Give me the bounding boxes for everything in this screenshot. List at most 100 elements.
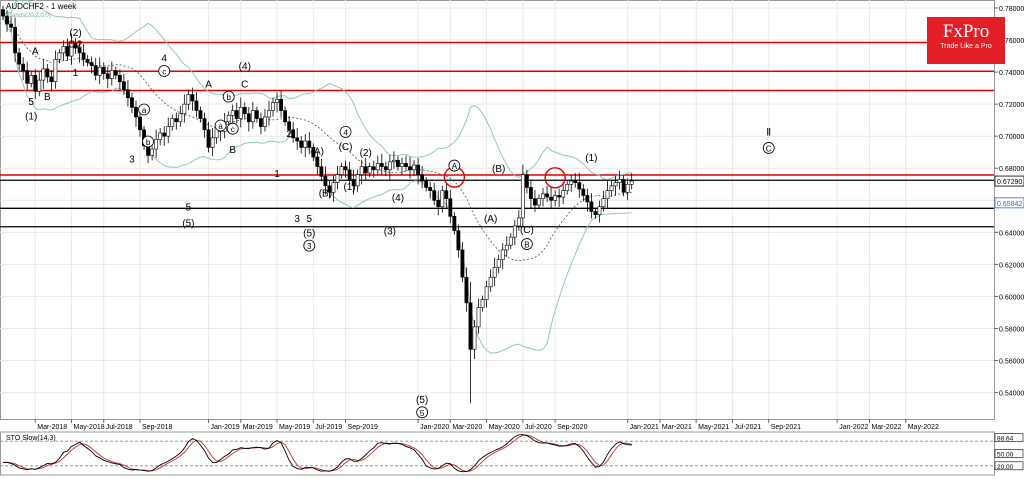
candle-body — [250, 110, 255, 123]
wave-label: (A) — [484, 214, 497, 225]
candle-body — [387, 161, 392, 171]
time-tick-label: Mar-2022 — [871, 424, 901, 431]
price-axis-bg — [995, 0, 1024, 479]
wave-label-circle — [448, 159, 461, 172]
candle-body — [549, 196, 553, 201]
candle-body — [242, 107, 247, 115]
wave-label: (A) — [311, 147, 324, 158]
candle-body — [367, 166, 372, 174]
candle-body — [73, 42, 78, 49]
logo-brand: FxPro — [942, 21, 990, 42]
wave-label: (B) — [319, 188, 332, 199]
candle-body — [420, 174, 425, 182]
wave-label: A — [32, 46, 39, 57]
candle-body — [472, 326, 477, 350]
time-tick-label: Sep-2021 — [771, 424, 801, 431]
candle-body — [53, 58, 58, 83]
candle-body — [162, 132, 167, 137]
candle-body — [49, 76, 54, 83]
stoch-frame — [0, 431, 995, 476]
time-tick-label: Jan-2022 — [839, 424, 868, 431]
candle-body — [504, 244, 509, 251]
candle-body — [182, 103, 187, 115]
wave-label: 5 — [420, 409, 425, 418]
bid-price-tag — [994, 197, 1024, 209]
candle-body — [263, 116, 267, 127]
time-tick-label: Jan-2019 — [211, 424, 240, 431]
candle-body — [565, 183, 570, 191]
candle-body — [101, 66, 106, 75]
time-tick-label: Mar-2018 — [37, 424, 67, 431]
time-tick-label: Sep-2020 — [557, 424, 587, 431]
wave-label: b — [146, 138, 151, 147]
candle-body — [93, 65, 98, 76]
candle-body — [500, 249, 505, 260]
wave-label: 4 — [343, 128, 348, 137]
candle-body — [629, 180, 634, 185]
candle-body — [537, 198, 541, 206]
candle-body — [267, 110, 271, 118]
candle-body — [134, 107, 138, 118]
candle-body — [85, 58, 90, 63]
candle-body — [279, 99, 283, 111]
price-tick-label: 0.68000 — [999, 166, 1024, 173]
candle-body — [573, 180, 578, 183]
candle-body — [150, 148, 155, 156]
candle-body — [375, 163, 380, 171]
price-tick-label: 0.58000 — [999, 326, 1024, 333]
candle-body — [448, 198, 453, 217]
candle-body — [339, 166, 344, 175]
wave-label: B — [229, 145, 236, 156]
candle-body — [234, 110, 239, 119]
wave-label: (3) — [384, 227, 396, 238]
candle-body — [452, 216, 457, 232]
wave-label: 1 — [73, 68, 79, 79]
candle-body — [202, 118, 207, 131]
time-tick-label: Sep-2018 — [142, 424, 172, 431]
candle-body — [488, 276, 493, 288]
candle-body — [464, 276, 469, 304]
candle-body — [206, 129, 211, 148]
candle-body — [440, 190, 445, 207]
candle-body — [545, 193, 549, 198]
candle-body — [1, 9, 5, 17]
candle-body — [271, 102, 275, 111]
wave-label: B — [524, 241, 529, 250]
candle-body — [226, 115, 231, 123]
candle-body — [520, 174, 525, 219]
wave-label: (5) — [303, 228, 315, 239]
price-tick-label: 0.78000 — [999, 6, 1024, 13]
stoch-level-label-box — [994, 461, 1024, 471]
candle-body — [246, 113, 251, 123]
candle-body — [557, 195, 562, 198]
wave-label-circle — [416, 406, 429, 419]
time-tick-label: Jul-2019 — [315, 424, 342, 431]
time-tick-label: Jul-2020 — [525, 424, 552, 431]
candle-body — [170, 118, 175, 127]
wave-label: (B) — [492, 164, 505, 175]
price-tick-label: 0.76000 — [999, 38, 1024, 45]
candle-body — [424, 180, 429, 188]
candle-body — [97, 66, 102, 76]
candle-body — [319, 166, 324, 177]
candle-body — [625, 183, 630, 193]
candle-body — [400, 163, 404, 167]
candle-body — [33, 75, 38, 92]
candle-body — [492, 267, 497, 278]
candle-body — [593, 211, 598, 216]
candle-body — [581, 188, 586, 196]
candle-body — [105, 73, 110, 79]
candle-body — [432, 190, 437, 201]
candle-body — [303, 140, 308, 148]
time-tick-label: Mar-2021 — [662, 424, 692, 431]
candle-body — [122, 81, 126, 91]
candle-body — [436, 199, 441, 207]
candle-body — [291, 129, 296, 139]
candle-body — [109, 70, 114, 79]
candle-body — [178, 113, 183, 123]
wave-label: 3 — [294, 214, 300, 225]
candle-body — [275, 99, 279, 103]
candle-body — [347, 169, 352, 180]
candle-body — [343, 166, 348, 171]
